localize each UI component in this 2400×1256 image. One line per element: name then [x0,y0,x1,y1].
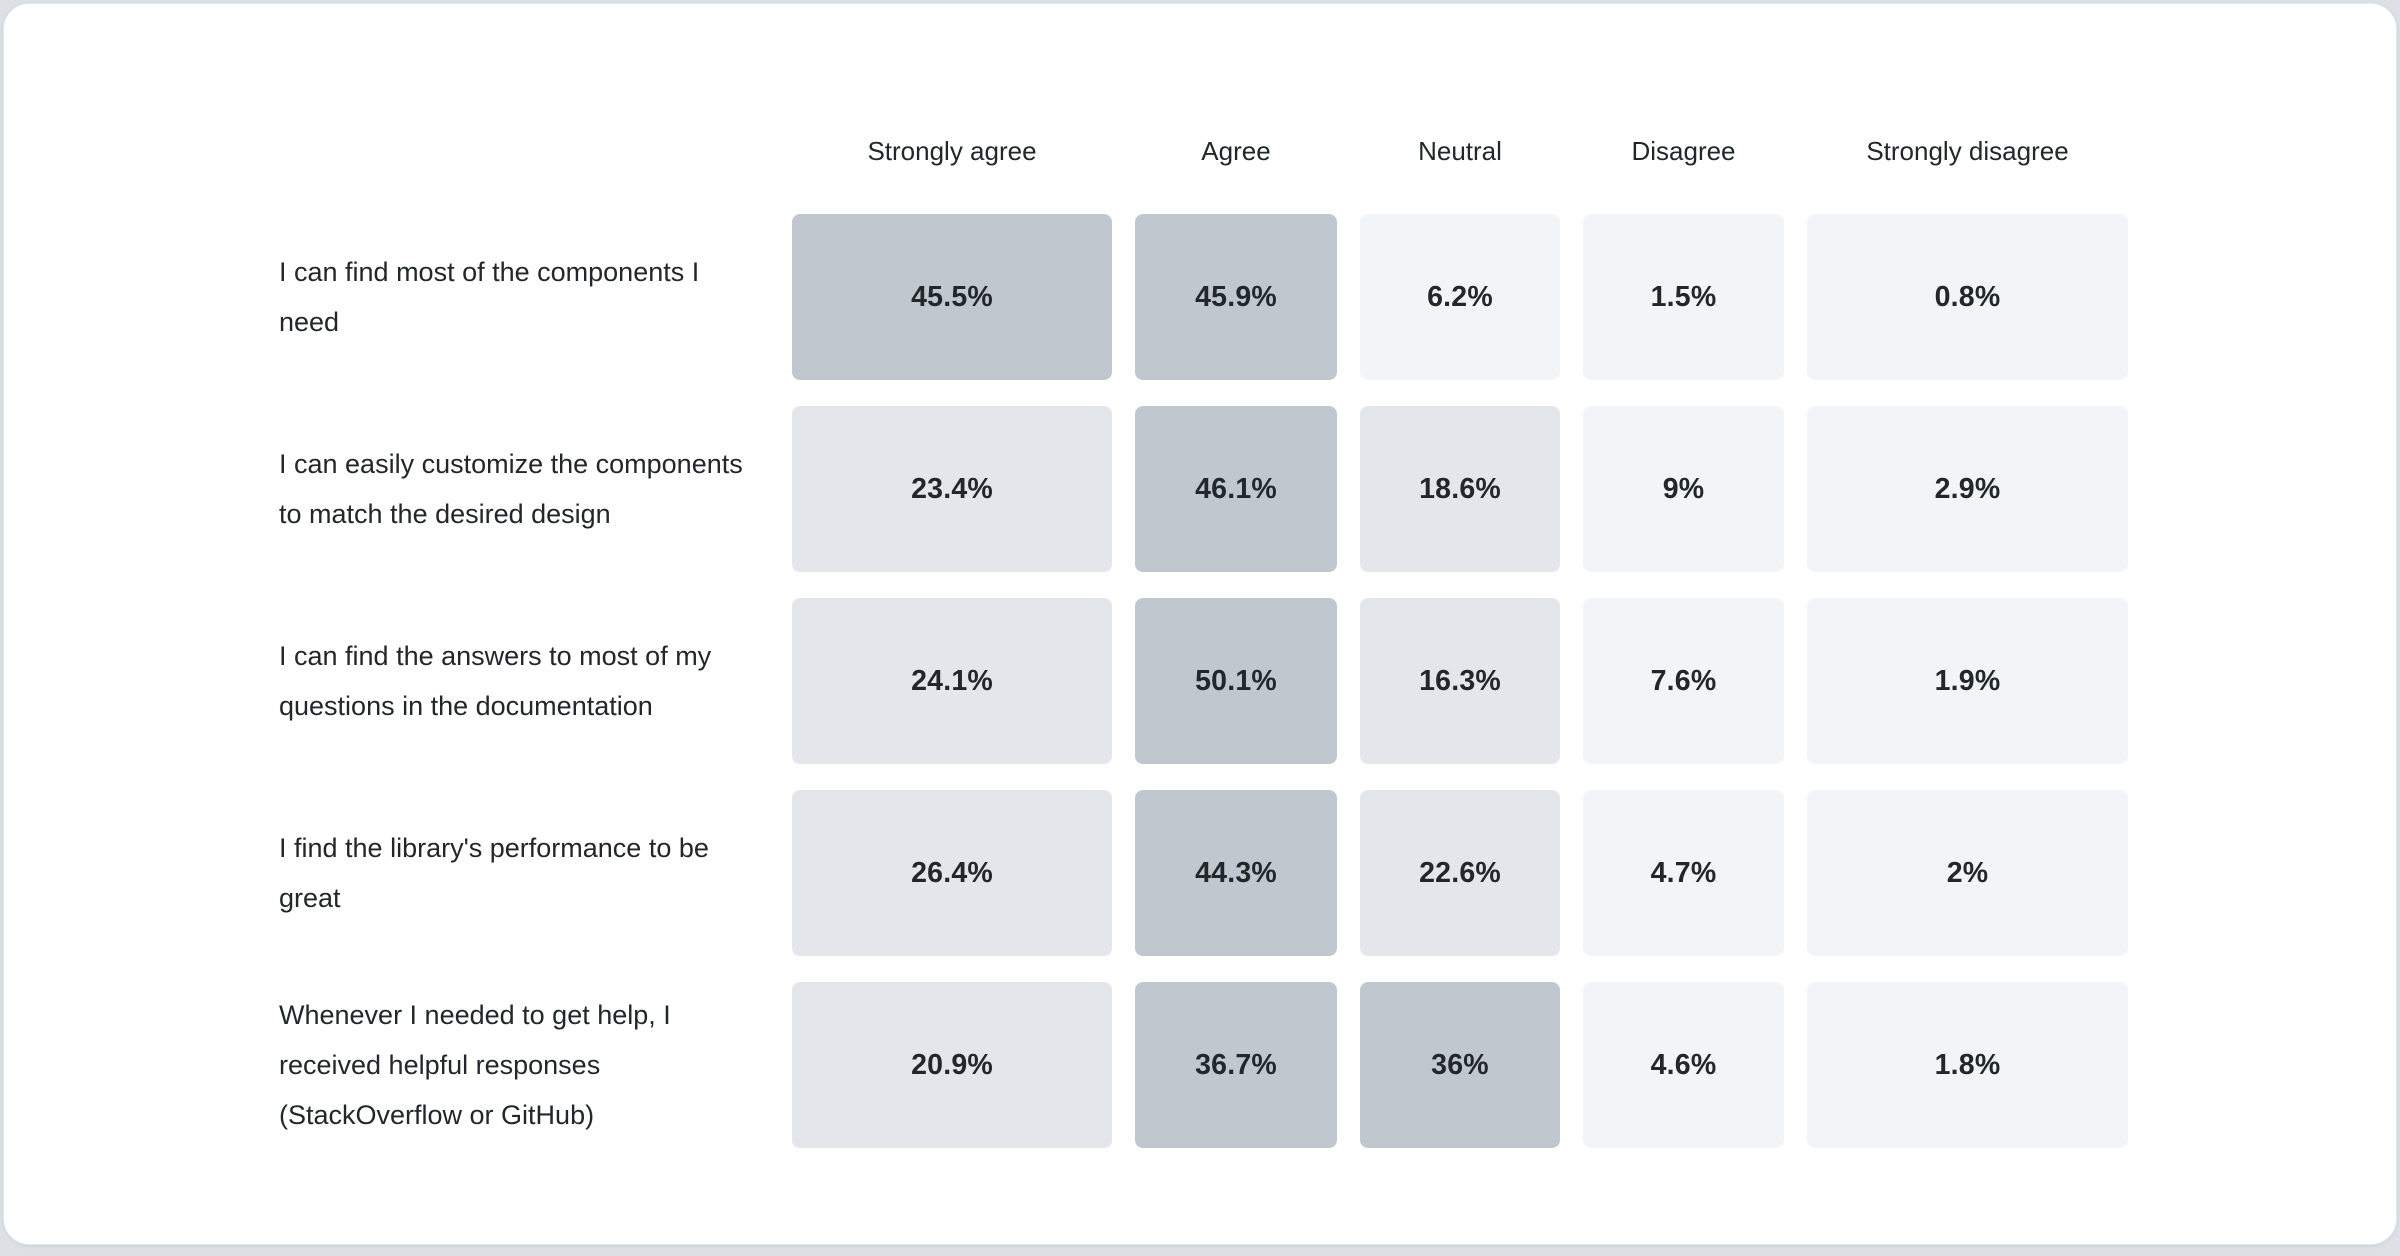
row-label-customize-components: I can easily customize the components to… [279,449,743,529]
heat-cell: 1.9% [1807,598,2128,764]
column-header-disagree: Disagree [1631,135,1736,166]
likert-heatmap-table: Strongly agree Agree Neutral Disagree St… [279,114,2128,1148]
heat-cell: 45.9% [1135,214,1337,380]
row-label-documentation-answers: I can find the answers to most of my que… [279,641,712,721]
heat-cell: 22.6% [1360,790,1560,956]
row-label-helpful-responses: Whenever I needed to get help, I receive… [279,1000,671,1130]
heat-cell: 23.4% [792,406,1112,572]
heat-cell: 1.8% [1807,982,2128,1148]
heat-cell: 4.7% [1583,790,1784,956]
heat-cell: 6.2% [1360,214,1560,380]
heat-cell: 24.1% [792,598,1112,764]
heat-cell: 26.4% [792,790,1112,956]
heat-cell: 36% [1360,982,1560,1148]
row-label-library-performance: I find the library's performance to be g… [279,833,709,913]
row-label-find-components: I can find most of the components I need [279,257,700,337]
corner-spacer [279,114,769,188]
heat-cell: 2.9% [1807,406,2128,572]
heat-cell: 44.3% [1135,790,1337,956]
column-header-strongly-disagree: Strongly disagree [1866,135,2069,166]
heat-cell: 2% [1807,790,2128,956]
heat-cell: 36.7% [1135,982,1337,1148]
heat-cell: 1.5% [1583,214,1784,380]
column-header-strongly-agree: Strongly agree [867,135,1037,166]
heat-cell: 4.6% [1583,982,1784,1148]
heat-cell: 46.1% [1135,406,1337,572]
heat-cell: 7.6% [1583,598,1784,764]
survey-results-card: Strongly agree Agree Neutral Disagree St… [3,3,2397,1245]
heat-cell: 20.9% [792,982,1112,1148]
heat-cell: 9% [1583,406,1784,572]
heat-cell: 50.1% [1135,598,1337,764]
column-header-neutral: Neutral [1418,135,1502,166]
heat-cell: 45.5% [792,214,1112,380]
column-header-agree: Agree [1201,135,1271,166]
heat-cell: 16.3% [1360,598,1560,764]
heat-cell: 18.6% [1360,406,1560,572]
heat-cell: 0.8% [1807,214,2128,380]
